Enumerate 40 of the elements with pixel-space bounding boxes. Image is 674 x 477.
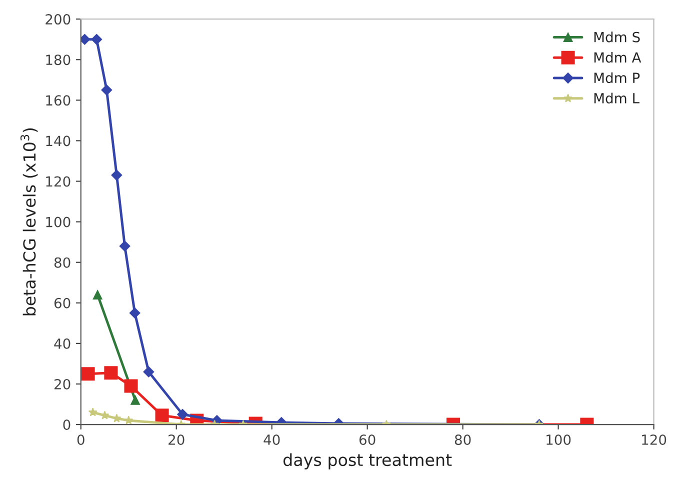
point bbox=[130, 396, 140, 405]
y-tick-label: 180 bbox=[46, 54, 70, 66]
legend-label: Mdm L bbox=[594, 92, 640, 104]
point bbox=[143, 366, 154, 378]
y-tick-label: 200 bbox=[46, 14, 70, 25]
y-tick-label: 40 bbox=[54, 338, 70, 349]
point bbox=[80, 34, 90, 45]
point bbox=[155, 408, 169, 422]
x-tick-label: 120 bbox=[642, 434, 666, 446]
x-tick-label: 20 bbox=[168, 434, 184, 446]
x-tick-label: 100 bbox=[546, 434, 571, 446]
y-tick-label: 160 bbox=[46, 95, 70, 106]
y-tick-label: 80 bbox=[54, 257, 70, 268]
y-axis-title: beta-hCG levels (x10$^{3}$) bbox=[20, 128, 38, 316]
point bbox=[177, 408, 188, 420]
x-tick-label: 80 bbox=[454, 434, 471, 446]
legend-label: Mdm S bbox=[594, 32, 640, 42]
point bbox=[81, 367, 95, 381]
point bbox=[88, 408, 98, 416]
y-tick-label: 20 bbox=[54, 378, 70, 390]
y-tick-label: 120 bbox=[46, 176, 70, 187]
legend-label: Mdm P bbox=[594, 72, 640, 84]
point bbox=[119, 240, 130, 252]
x-tick-label: 0 bbox=[77, 434, 84, 446]
y-tick-label: 60 bbox=[54, 298, 70, 308]
x-tick-label: 60 bbox=[359, 434, 376, 446]
point bbox=[124, 379, 138, 393]
point bbox=[101, 84, 112, 96]
legend-label: Mdm A bbox=[594, 52, 642, 63]
x-axis-title: days post treatment bbox=[283, 453, 452, 470]
x-tick-label: 40 bbox=[264, 434, 280, 446]
point bbox=[91, 34, 102, 45]
point bbox=[92, 290, 102, 300]
point bbox=[124, 416, 134, 424]
y-tick-label: 0 bbox=[63, 420, 70, 430]
point bbox=[104, 366, 118, 380]
y-tick-label: 100 bbox=[46, 216, 70, 228]
point bbox=[129, 308, 140, 318]
point bbox=[111, 170, 122, 181]
y-tick-label: 140 bbox=[46, 136, 70, 146]
